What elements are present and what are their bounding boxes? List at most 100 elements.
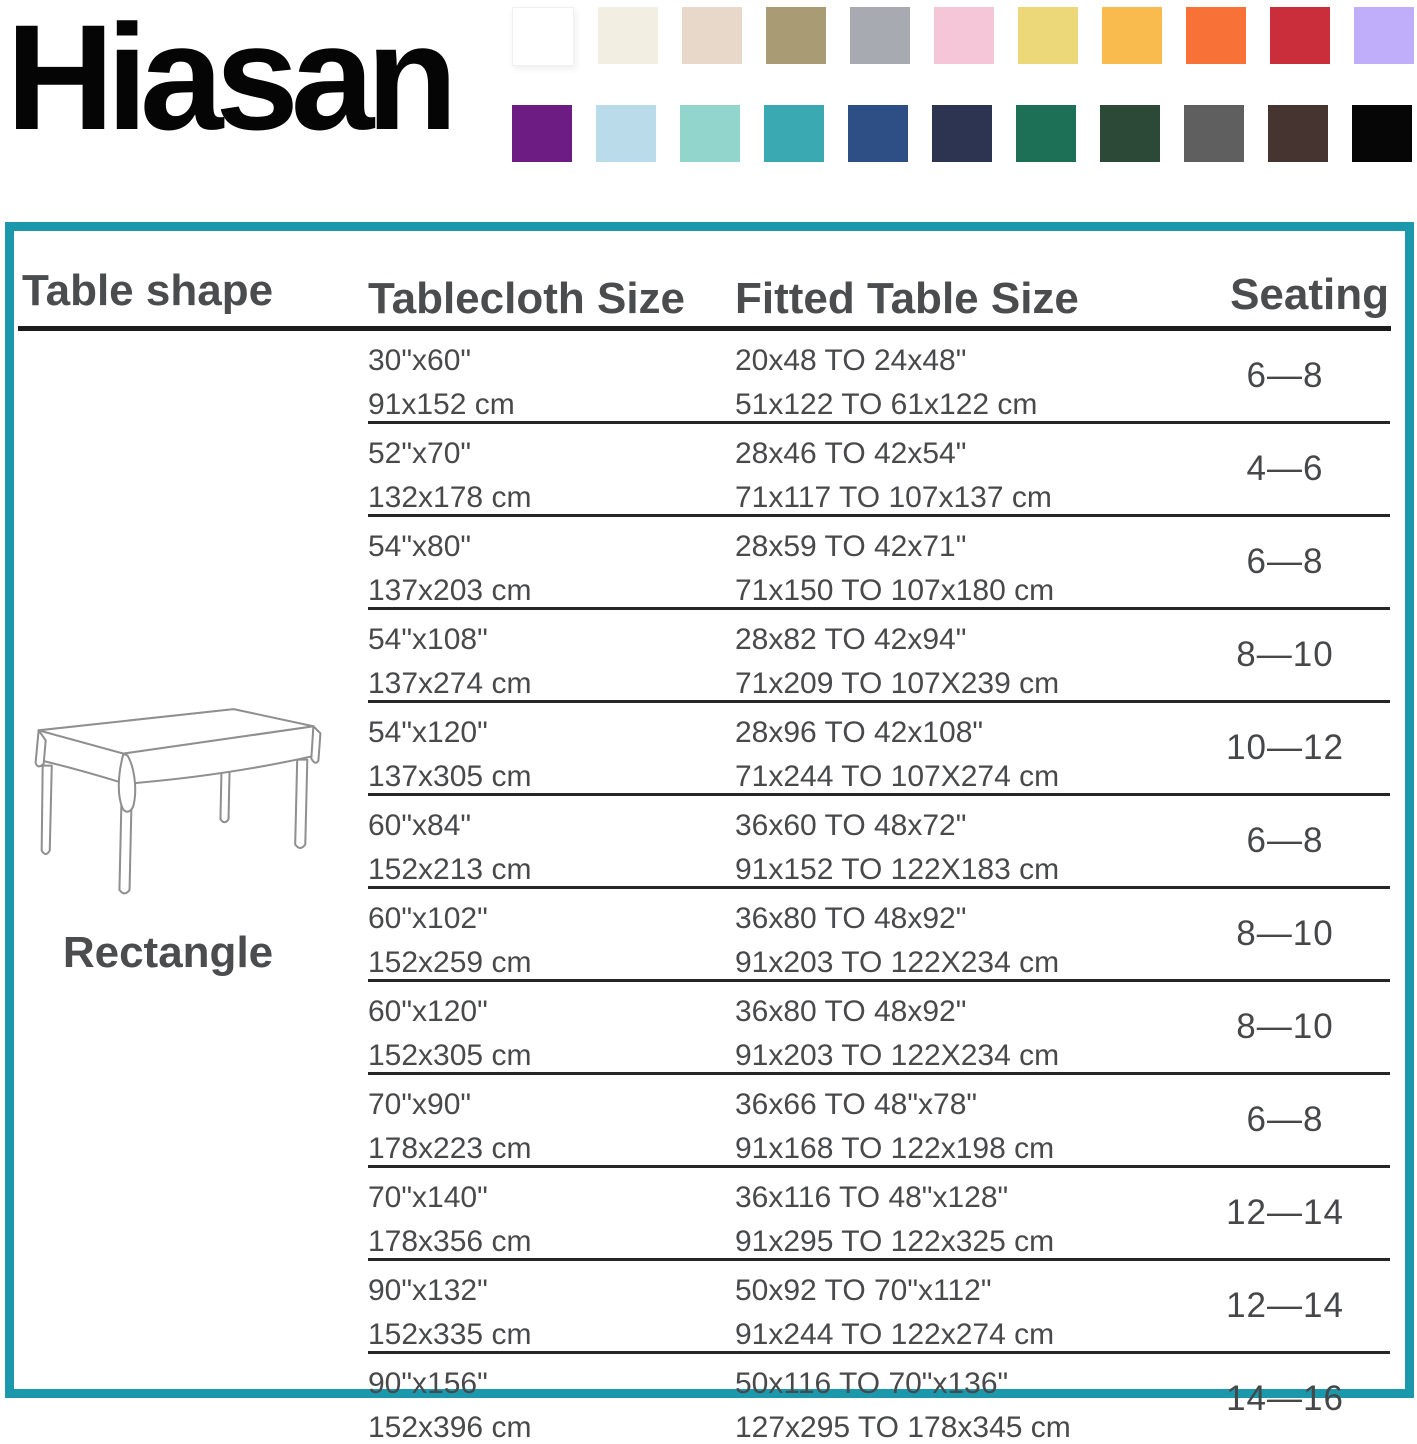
tablecloth-size-inches: 90"x156" xyxy=(368,1367,488,1400)
seating-range: 6—8 xyxy=(1246,821,1324,860)
fitted-size-cm: 91x244 TO 122x274 cm xyxy=(735,1318,1055,1351)
header-divider xyxy=(18,326,1391,331)
table-row: 52"x70" 132x178 cm 28x46 TO 42x54" 71x117 … xyxy=(368,424,1390,517)
tablecloth-size-cm: 137x274 cm xyxy=(368,667,532,700)
table-row: 30"x60" 91x152 cm 20x48 TO 24x48" 51x122 T… xyxy=(368,331,1390,424)
seating-range: 6—8 xyxy=(1246,1100,1324,1139)
tablecloth-size-cm: 152x396 cm xyxy=(368,1411,532,1444)
column-header-fitted-table-size: Fitted Table Size xyxy=(735,274,1079,323)
fitted-size-cm: 91x203 TO 122X234 cm xyxy=(735,946,1060,979)
tablecloth-size-cm: 132x178 cm xyxy=(368,481,532,514)
color-swatch-aqua xyxy=(680,105,740,162)
fitted-size-cm: 91x203 TO 122X234 cm xyxy=(735,1039,1060,1072)
tablecloth-size-cm: 137x203 cm xyxy=(368,574,532,607)
table-row: 54"x120" 137x305 cm 28x96 TO 42x108" 71x24… xyxy=(368,703,1390,796)
fitted-size-inches: 20x48 TO 24x48" xyxy=(735,344,967,377)
color-swatch-gold xyxy=(1102,7,1162,64)
seating-range: 8—10 xyxy=(1236,1007,1334,1046)
seating-range: 10—12 xyxy=(1226,728,1344,767)
color-swatch-light-blue xyxy=(596,105,656,162)
fitted-size-inches: 36x80 TO 48x92" xyxy=(735,995,967,1028)
size-table-body: 30"x60" 91x152 cm 20x48 TO 24x48" 51x122 T… xyxy=(368,331,1390,1444)
color-swatch-beige xyxy=(682,7,742,64)
column-header-tablecloth-size: Tablecloth Size xyxy=(368,274,686,323)
color-swatch-row-1 xyxy=(512,7,1414,66)
fitted-size-cm: 71x209 TO 107X239 cm xyxy=(735,667,1060,700)
column-header-table-shape: Table shape xyxy=(22,266,274,315)
tablecloth-size-inches: 54"x120" xyxy=(368,716,488,749)
table-row: 70"x90" 178x223 cm 36x66 TO 48"x78" 91x168… xyxy=(368,1075,1390,1168)
shape-label: Rectangle xyxy=(62,928,274,977)
fitted-size-inches: 28x82 TO 42x94" xyxy=(735,623,967,656)
tablecloth-size-inches: 90"x132" xyxy=(368,1274,488,1307)
color-swatch-green xyxy=(1016,105,1076,162)
fitted-size-inches: 36x80 TO 48x92" xyxy=(735,902,967,935)
fitted-size-cm: 91x295 TO 122x325 cm xyxy=(735,1225,1055,1258)
color-swatch-row-2 xyxy=(512,105,1412,162)
fitted-size-inches: 50x116 TO 70"x136" xyxy=(735,1367,1009,1400)
seating-range: 8—10 xyxy=(1236,914,1334,953)
seating-range: 12—14 xyxy=(1226,1193,1344,1232)
table-row: 90"x156" 152x396 cm 50x116 TO 70"x136" 127… xyxy=(368,1354,1390,1444)
fitted-size-cm: 71x150 TO 107x180 cm xyxy=(735,574,1055,607)
color-swatch-yellow xyxy=(1018,7,1078,64)
fitted-size-inches: 28x46 TO 42x54" xyxy=(735,437,967,470)
seating-range: 8—10 xyxy=(1236,635,1334,674)
fitted-size-inches: 28x59 TO 42x71" xyxy=(735,530,967,563)
size-chart: Table shape Tablecloth Size Fitted Table… xyxy=(5,222,1414,1444)
tablecloth-size-inches: 60"x102" xyxy=(368,902,488,935)
table-row: 70"x140" 178x356 cm 36x116 TO 48"x128" 91x… xyxy=(368,1168,1390,1261)
table-row: 54"x80" 137x203 cm 28x59 TO 42x71" 71x150 … xyxy=(368,517,1390,610)
table-row: 60"x102" 152x259 cm 36x80 TO 48x92" 91x203… xyxy=(368,889,1390,982)
fitted-size-cm: 91x152 TO 122X183 cm xyxy=(735,853,1060,886)
color-swatch-white xyxy=(512,7,574,66)
color-swatch-ivory xyxy=(598,7,658,64)
color-swatch-teal xyxy=(764,105,824,162)
fitted-size-inches: 36x60 TO 48x72" xyxy=(735,809,967,842)
tablecloth-size-inches: 52"x70" xyxy=(368,437,472,470)
color-swatch-dark-gray xyxy=(1184,105,1244,162)
tablecloth-size-inches: 30"x60" xyxy=(368,344,472,377)
tablecloth-size-cm: 178x223 cm xyxy=(368,1132,532,1165)
tablecloth-size-inches: 54"x108" xyxy=(368,623,488,656)
tablecloth-size-cm: 91x152 cm xyxy=(368,388,515,421)
tablecloth-size-cm: 152x213 cm xyxy=(368,853,532,886)
color-swatch-lavender xyxy=(1354,7,1414,64)
color-swatch-gray xyxy=(850,7,910,64)
color-swatch-dark-green xyxy=(1100,105,1160,162)
tablecloth-size-cm: 137x305 cm xyxy=(368,760,532,793)
color-swatch-red xyxy=(1270,7,1330,64)
tablecloth-size-inches: 60"x120" xyxy=(368,995,488,1028)
rectangle-table-icon xyxy=(34,708,322,895)
tablecloth-size-cm: 178x356 cm xyxy=(368,1225,532,1258)
table-row: 90"x132" 152x335 cm 50x92 TO 70"x112" 91x2… xyxy=(368,1261,1390,1354)
table-row: 60"x120" 152x305 cm 36x80 TO 48x92" 91x203… xyxy=(368,982,1390,1075)
seating-range: 4—6 xyxy=(1246,449,1324,488)
color-swatch-black xyxy=(1352,105,1412,162)
fitted-size-inches: 36x66 TO 48"x78" xyxy=(735,1088,978,1121)
column-header-seating: Seating xyxy=(1230,270,1389,319)
color-swatch-navy xyxy=(932,105,992,162)
seating-range: 14—16 xyxy=(1226,1379,1344,1418)
seating-range: 6—8 xyxy=(1246,542,1324,581)
tablecloth-size-inches: 70"x140" xyxy=(368,1181,488,1214)
fitted-size-inches: 50x92 TO 70"x112" xyxy=(735,1274,992,1307)
fitted-size-inches: 36x116 TO 48"x128" xyxy=(735,1181,1009,1214)
seating-range: 6—8 xyxy=(1246,356,1324,395)
color-swatch-pink xyxy=(934,7,994,64)
tablecloth-size-inches: 70"x90" xyxy=(368,1088,472,1121)
tablecloth-size-cm: 152x335 cm xyxy=(368,1318,532,1351)
seating-range: 12—14 xyxy=(1226,1286,1344,1325)
color-swatch-khaki xyxy=(766,7,826,64)
tablecloth-size-cm: 152x259 cm xyxy=(368,946,532,979)
color-swatch-blue xyxy=(848,105,908,162)
color-swatch-brown xyxy=(1268,105,1328,162)
fitted-size-cm: 71x117 TO 107x137 cm xyxy=(735,481,1052,514)
tablecloth-size-cm: 152x305 cm xyxy=(368,1039,532,1072)
fitted-size-cm: 71x244 TO 107X274 cm xyxy=(735,760,1060,793)
fitted-size-cm: 51x122 TO 61x122 cm xyxy=(735,388,1038,421)
color-swatch-orange xyxy=(1186,7,1246,64)
tablecloth-size-inches: 54"x80" xyxy=(368,530,472,563)
fitted-size-inches: 28x96 TO 42x108" xyxy=(735,716,984,749)
fitted-size-cm: 127x295 TO 178x345 cm xyxy=(735,1411,1071,1444)
